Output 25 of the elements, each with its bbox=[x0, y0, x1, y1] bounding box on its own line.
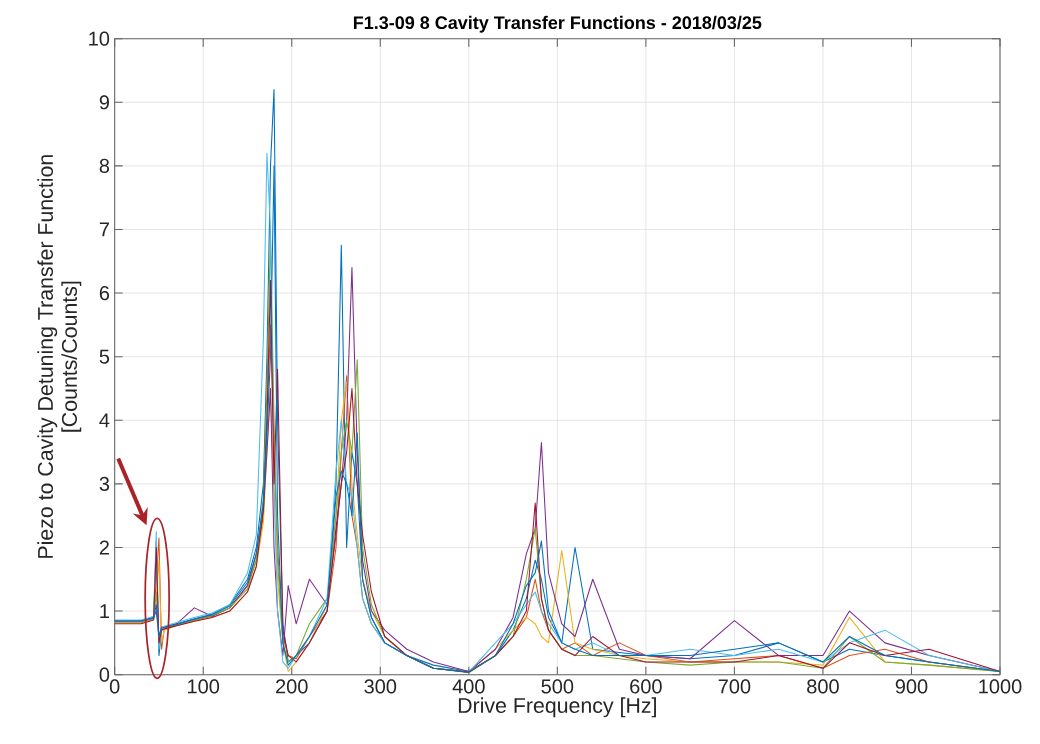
chart-title: F1.3-09 8 Cavity Transfer Functions - 2018/03/25 bbox=[353, 15, 762, 33]
x-tick-label: 500 bbox=[541, 679, 574, 694]
y-tick-label: 4 bbox=[99, 413, 110, 428]
y-tick-label: 5 bbox=[99, 349, 110, 364]
x-tick-label: 100 bbox=[188, 679, 220, 694]
y-tick-label: 7 bbox=[99, 222, 109, 237]
x-tick-label: 300 bbox=[364, 679, 397, 694]
x-tick-label: 1000 bbox=[979, 679, 1022, 694]
y-tick-label: 9 bbox=[99, 95, 109, 110]
y-tick-label: 8 bbox=[99, 158, 110, 173]
y-axis-title: Piezo to Cavity Detuning Transfer Function [Counts/Counts] bbox=[37, 155, 82, 558]
y-tick-label: 1 bbox=[100, 604, 109, 618]
x-tick-label: 700 bbox=[718, 679, 751, 694]
y-tick-label: 2 bbox=[99, 540, 109, 555]
y-tick-label: 0 bbox=[99, 667, 110, 682]
y-tick-label: 10 bbox=[89, 31, 110, 46]
y-tick-label: 6 bbox=[99, 285, 110, 301]
x-tick-label: 0 bbox=[109, 679, 120, 694]
x-tick-label: 800 bbox=[807, 679, 839, 694]
x-tick-label: 200 bbox=[276, 679, 308, 694]
x-tick-label: 600 bbox=[630, 679, 662, 694]
x-tick-label: 900 bbox=[895, 679, 928, 694]
x-tick-label: 400 bbox=[452, 679, 485, 694]
y-tick-label: 3 bbox=[99, 476, 110, 491]
x-axis-title: Drive Frequency [Hz] bbox=[458, 697, 656, 718]
